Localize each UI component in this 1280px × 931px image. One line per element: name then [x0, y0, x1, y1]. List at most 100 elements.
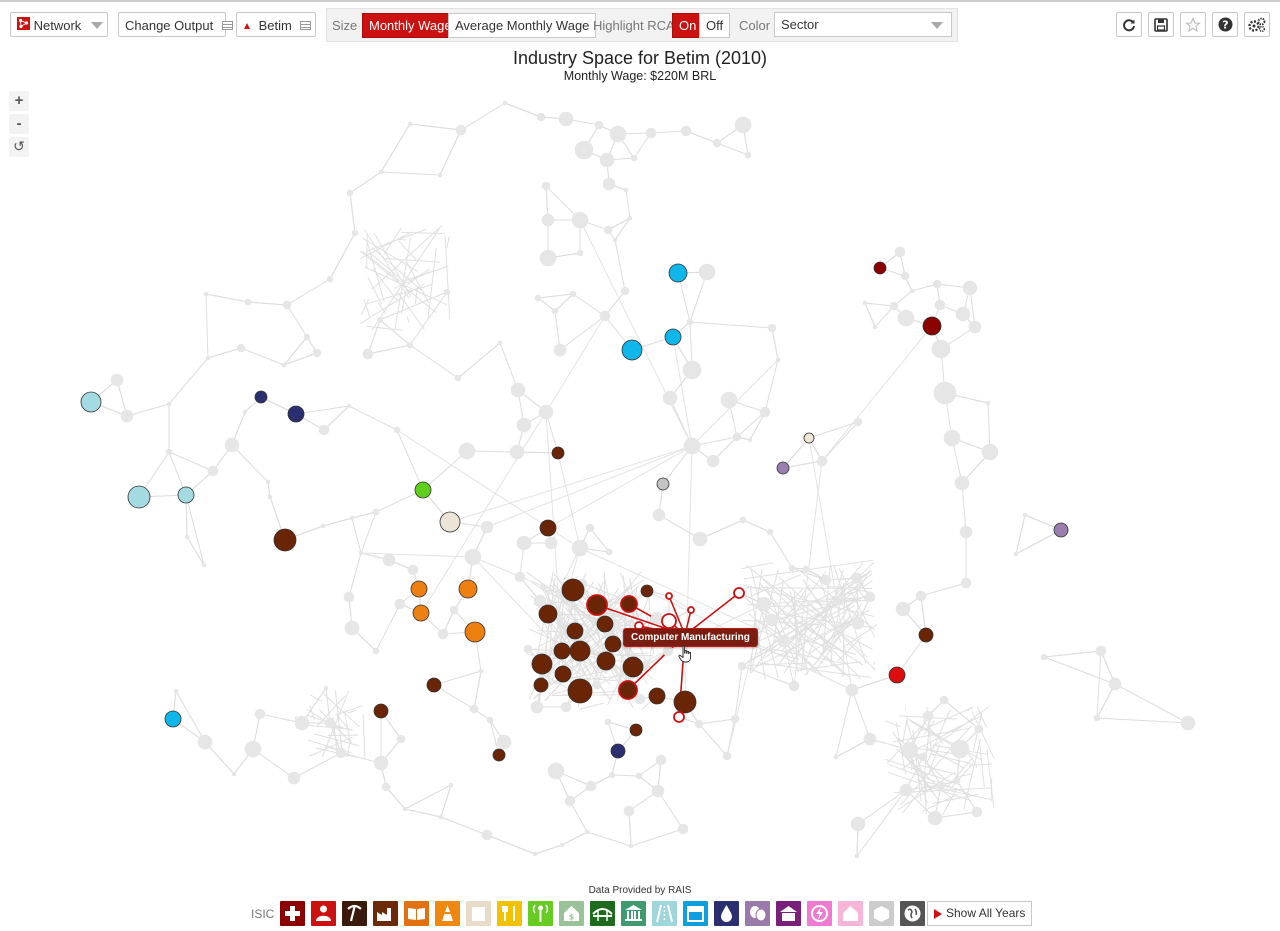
industry-node[interactable] [165, 448, 173, 456]
industry-node[interactable] [396, 734, 406, 744]
industry-node[interactable] [323, 685, 329, 691]
industry-node[interactable] [530, 700, 544, 714]
industry-node[interactable] [594, 120, 604, 130]
industry-node-rca[interactable] [531, 653, 553, 675]
industry-node[interactable] [698, 263, 716, 281]
sector-button-person[interactable] [311, 901, 336, 926]
industry-node-rca[interactable] [622, 656, 644, 678]
sector-button-mining[interactable] [342, 901, 367, 926]
industry-node[interactable] [378, 169, 384, 175]
industry-node[interactable] [934, 299, 946, 311]
industry-node[interactable] [950, 739, 970, 759]
industry-node[interactable] [694, 719, 704, 729]
sector-button-food[interactable] [497, 901, 522, 926]
industry-node[interactable] [662, 390, 678, 406]
sector-button-masks[interactable] [745, 901, 770, 926]
industry-node[interactable] [585, 780, 597, 792]
industry-node[interactable] [469, 704, 479, 714]
industry-node[interactable] [777, 634, 791, 648]
industry-node[interactable] [571, 211, 589, 229]
industry-node[interactable] [516, 535, 532, 551]
industry-node[interactable] [931, 339, 951, 359]
industry-node[interactable] [576, 249, 584, 257]
industry-node[interactable] [478, 668, 484, 674]
industry-node[interactable] [407, 121, 413, 127]
industry-node[interactable] [318, 424, 330, 436]
industry-node[interactable] [205, 355, 211, 361]
industry-node[interactable] [953, 777, 961, 785]
industry-node-rca[interactable] [803, 432, 815, 444]
industry-node[interactable] [651, 784, 665, 798]
industry-node[interactable] [1108, 677, 1122, 691]
industry-node[interactable] [437, 172, 443, 178]
industry-node[interactable] [853, 417, 863, 427]
industry-node[interactable] [1040, 653, 1048, 661]
industry-node[interactable] [281, 362, 287, 368]
industry-node-rca[interactable] [569, 640, 591, 662]
industry-node[interactable] [481, 829, 493, 841]
industry-node-rca[interactable] [596, 615, 614, 633]
industry-node[interactable] [242, 409, 248, 415]
industry-node[interactable] [372, 508, 380, 516]
industry-node[interactable] [889, 301, 899, 311]
industry-node[interactable] [609, 125, 627, 143]
industry-node[interactable] [739, 516, 747, 524]
location-button[interactable]: Betim [236, 12, 316, 37]
industry-node[interactable] [510, 382, 526, 398]
industry-node[interactable] [448, 782, 454, 788]
sector-button-cone[interactable] [435, 901, 460, 926]
industry-node[interactable] [759, 406, 771, 418]
industry-node[interactable] [244, 298, 252, 306]
industry-node[interactable] [851, 572, 863, 584]
industry-node[interactable] [502, 100, 508, 106]
industry-node[interactable] [509, 444, 525, 460]
industry-node[interactable] [236, 343, 246, 353]
industry-node[interactable] [464, 548, 482, 566]
industry-node-rca[interactable] [373, 703, 389, 719]
sector-button-house[interactable] [838, 901, 863, 926]
industry-node-rca[interactable] [888, 666, 906, 684]
sector-button-water[interactable] [714, 901, 739, 926]
industry-node-rca[interactable] [164, 710, 182, 728]
industry-node-rca[interactable] [668, 263, 688, 283]
industry-node[interactable] [406, 341, 414, 349]
industry-node[interactable] [372, 647, 380, 655]
industry-node[interactable] [623, 805, 635, 817]
industry-node[interactable] [173, 688, 179, 694]
industry-node[interactable] [120, 409, 134, 423]
industry-node[interactable] [1013, 551, 1019, 557]
industry-node-rca[interactable] [551, 446, 565, 460]
connected-industry-node[interactable] [661, 613, 677, 629]
industry-node[interactable] [303, 333, 311, 341]
industry-node[interactable] [845, 683, 859, 697]
industry-node[interactable] [909, 288, 915, 294]
industry-node-rca[interactable] [287, 405, 305, 423]
industry-node[interactable] [652, 508, 666, 522]
industry-node[interactable] [850, 816, 866, 832]
industry-node[interactable] [496, 734, 512, 750]
industry-node[interactable] [346, 403, 352, 409]
industry-node[interactable] [971, 806, 983, 818]
industry-node[interactable] [851, 616, 865, 630]
industry-node[interactable] [551, 307, 559, 315]
industry-node[interactable] [538, 404, 554, 420]
industry-node[interactable] [954, 475, 970, 491]
industry-node[interactable] [775, 357, 781, 363]
sector-button-globe[interactable] [900, 901, 925, 926]
industry-node[interactable] [682, 360, 702, 380]
industry-node[interactable] [897, 309, 915, 327]
industry-node[interactable] [816, 455, 828, 467]
industry-node[interactable] [443, 288, 451, 296]
favorite-button[interactable] [1180, 12, 1206, 37]
industry-node[interactable] [449, 605, 459, 615]
industry-node[interactable] [344, 620, 360, 636]
industry-node-rca[interactable] [610, 743, 626, 759]
industry-node[interactable] [592, 680, 602, 690]
industry-node-rca[interactable] [539, 519, 557, 537]
industry-node[interactable] [166, 401, 172, 407]
industry-node[interactable] [544, 536, 558, 550]
industry-node-rca[interactable] [918, 627, 934, 643]
industry-node[interactable] [207, 465, 219, 477]
industry-node[interactable] [231, 771, 237, 777]
